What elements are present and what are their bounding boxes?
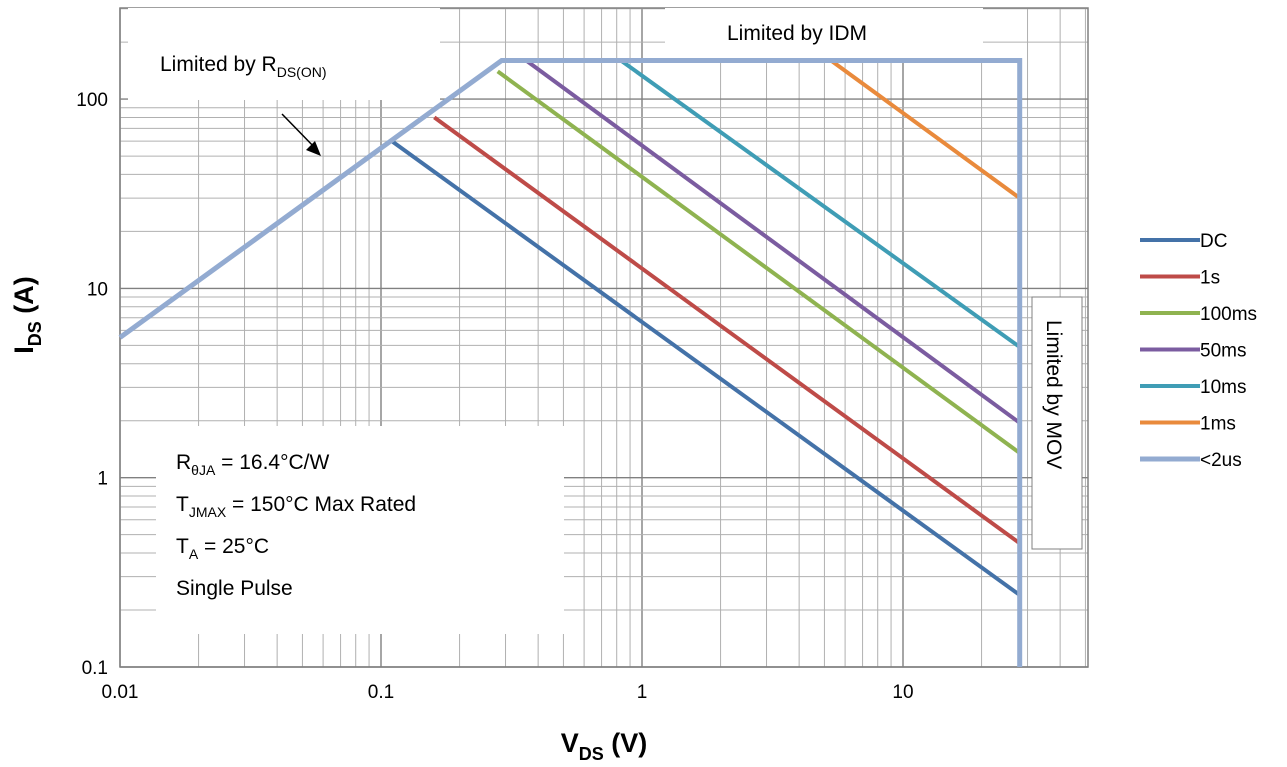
idm-annotation: Limited by IDM	[727, 22, 867, 45]
conditions-text: RθJA = 16.4°C/W TJMAX = 150°C Max Rated …	[176, 451, 416, 600]
legend: DC 1s 100ms 50ms 10ms 1ms <2us	[1140, 231, 1257, 471]
legend-label: 10ms	[1200, 377, 1246, 398]
x-tick-label: 0.01	[102, 682, 139, 703]
y-tick-label: 1	[97, 469, 108, 490]
x-axis-title: VDS (V)	[561, 728, 648, 764]
condition-single-pulse: Single Pulse	[176, 577, 293, 600]
legend-label: 1ms	[1200, 414, 1236, 435]
condition-rtheta: RθJA = 16.4°C/W	[176, 451, 329, 478]
rdson-arrow-head	[306, 141, 321, 156]
series-line-1ms	[829, 58, 1021, 200]
tick-labels: 0.01 0.1 1 10 0.1 1 10 100	[76, 90, 913, 703]
y-tick-label: 10	[87, 279, 108, 300]
series-line-10ms	[619, 58, 1021, 349]
series-line-2us	[118, 58, 1023, 667]
legend-label: 1s	[1200, 268, 1220, 289]
condition-tjmax: TJMAX = 150°C Max Rated	[176, 493, 416, 520]
y-tick-label: 100	[76, 90, 108, 111]
x-tick-label: 0.1	[368, 682, 394, 703]
series-line-100ms	[496, 69, 1021, 455]
series-line-1s	[433, 115, 1021, 545]
legend-label: DC	[1200, 231, 1227, 252]
series-line-DC	[390, 139, 1021, 597]
rdson-annotation-box	[128, 8, 440, 100]
series-lines	[118, 58, 1023, 667]
y-axis-title: IDS (A)	[9, 276, 45, 354]
y-tick-label: 0.1	[82, 658, 108, 679]
x-tick-label: 10	[892, 682, 913, 703]
legend-label: 50ms	[1200, 341, 1246, 362]
mov-annotation: Limited by MOV	[1042, 320, 1065, 469]
rdson-annotation: Limited by RDS(ON)	[160, 53, 327, 80]
x-tick-label: 1	[637, 682, 648, 703]
mov-annotation-box	[1031, 296, 1083, 550]
legend-label: <2us	[1200, 450, 1242, 471]
idm-annotation-box	[665, 8, 983, 63]
condition-ta: TA = 25°C	[176, 535, 269, 562]
conditions-box	[156, 426, 564, 634]
series-line-50ms	[525, 58, 1021, 425]
legend-label: 100ms	[1200, 304, 1257, 325]
